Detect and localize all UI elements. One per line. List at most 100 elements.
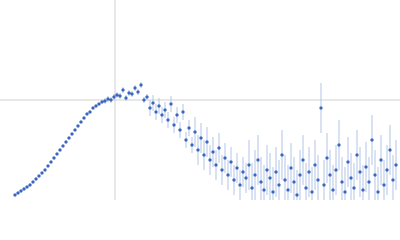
data-point — [196, 148, 200, 152]
data-point — [148, 106, 152, 110]
data-point — [274, 170, 278, 174]
data-point — [145, 95, 149, 99]
data-point — [268, 176, 272, 180]
data-point — [40, 171, 44, 175]
data-point — [34, 177, 38, 181]
data-point — [43, 168, 47, 172]
data-point — [286, 188, 290, 192]
data-point — [202, 153, 206, 157]
data-point — [163, 108, 167, 112]
data-point — [49, 160, 53, 164]
data-point — [253, 173, 257, 177]
data-point — [385, 168, 389, 172]
data-point — [355, 153, 359, 157]
data-point — [178, 128, 182, 132]
data-point — [364, 165, 368, 169]
data-point — [172, 123, 176, 127]
data-point — [361, 188, 365, 192]
data-point — [313, 163, 317, 167]
data-point — [82, 116, 86, 120]
data-point — [91, 106, 95, 110]
data-point — [223, 156, 227, 160]
data-point — [283, 178, 287, 182]
data-point — [214, 163, 218, 167]
data-point — [19, 189, 23, 193]
data-point — [139, 83, 143, 87]
data-point — [115, 93, 119, 97]
data-point — [58, 148, 62, 152]
data-point — [199, 136, 203, 140]
data-point — [256, 158, 260, 162]
data-point — [166, 118, 170, 122]
data-point — [205, 140, 209, 144]
data-point — [121, 88, 125, 92]
data-point — [25, 185, 29, 189]
data-point — [247, 163, 251, 167]
data-point — [70, 132, 74, 136]
data-point — [280, 153, 284, 157]
data-point — [277, 183, 281, 187]
data-point — [328, 173, 332, 177]
data-point — [376, 190, 380, 194]
data-point — [373, 173, 377, 177]
data-point — [85, 112, 89, 116]
data-point — [370, 138, 374, 142]
data-point — [259, 180, 263, 184]
data-point — [157, 104, 161, 108]
data-point — [124, 96, 128, 100]
data-point — [46, 164, 50, 168]
data-point — [103, 99, 107, 103]
data-point — [322, 183, 326, 187]
data-point — [343, 190, 347, 194]
data-point — [271, 190, 275, 194]
data-point — [382, 183, 386, 187]
data-point — [232, 178, 236, 182]
data-point — [16, 191, 20, 195]
data-point — [262, 188, 266, 192]
data-point — [190, 143, 194, 147]
page: (() => { const data = JSON.parse(documen… — [0, 0, 400, 200]
data-point — [367, 180, 371, 184]
data-point — [22, 187, 26, 191]
data-point — [307, 170, 311, 174]
data-point — [97, 102, 101, 106]
data-point — [301, 158, 305, 162]
data-point — [169, 102, 173, 106]
data-point — [151, 101, 155, 105]
data-point — [106, 97, 110, 101]
data-point — [346, 160, 350, 164]
data-point — [112, 95, 116, 99]
data-point — [181, 110, 185, 114]
data-point — [160, 113, 164, 117]
data-point — [238, 183, 242, 187]
data-point — [265, 168, 269, 172]
data-point — [76, 124, 80, 128]
data-point — [304, 186, 308, 190]
data-point — [358, 170, 362, 174]
data-point — [130, 92, 134, 96]
data-point — [37, 174, 41, 178]
data-point — [331, 188, 335, 192]
data-point — [118, 94, 122, 98]
data-point — [67, 136, 71, 140]
data-point — [94, 104, 98, 108]
data-point — [310, 190, 314, 194]
data-point — [136, 90, 140, 94]
chart — [0, 0, 400, 200]
data-point — [31, 180, 35, 184]
data-point — [13, 193, 17, 197]
data-point — [175, 113, 179, 117]
data-point — [142, 98, 146, 102]
data-point — [220, 168, 224, 172]
data-point — [229, 160, 233, 164]
data-point — [193, 130, 197, 134]
data-point — [187, 126, 191, 130]
data-point — [64, 140, 68, 144]
data-point — [184, 138, 188, 142]
data-point — [154, 110, 158, 114]
data-point — [244, 176, 248, 180]
data-point — [52, 156, 56, 160]
data-point — [217, 146, 221, 150]
data-point — [250, 186, 254, 190]
data-point — [349, 176, 353, 180]
